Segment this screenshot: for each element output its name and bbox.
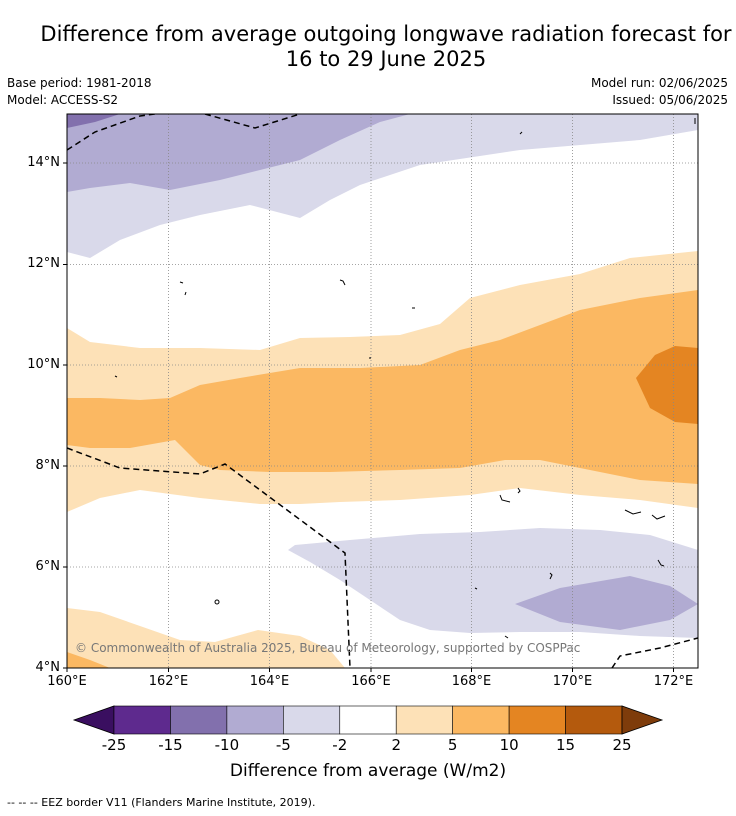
colorbar-segment: [339, 705, 397, 735]
colorbar-segment: [452, 705, 510, 735]
lon-label-164e: 164°E: [249, 674, 290, 689]
lat-label-4n: 4°N: [35, 660, 61, 675]
lat-label-10n: 10°N: [27, 357, 60, 372]
colorbar-tick-label: 2: [391, 736, 401, 754]
lat-label-6n: 6°N: [35, 559, 61, 574]
lat-label-8n: 8°N: [35, 458, 61, 473]
colorbar-tick-label: -25: [101, 736, 127, 754]
lon-label-166e: 166°E: [351, 674, 391, 689]
contour-top-dark-purple: [67, 114, 120, 128]
chart-title: Difference from average outgoing longwav…: [0, 22, 736, 72]
title-line-1: Difference from average outgoing longwav…: [40, 22, 732, 46]
copyright-text: © Commonwealth of Australia 2025, Bureau…: [75, 641, 581, 655]
colorbar-tick-label: -5: [275, 736, 291, 754]
map-gridlines: [67, 114, 698, 668]
colorbar-tick-label: -2: [332, 736, 348, 754]
contour-band-5to10: [67, 290, 698, 484]
colorbar-under-arrow: [72, 705, 115, 735]
map-frame: [66, 113, 699, 669]
lat-label-14n: 14°N: [27, 155, 60, 170]
colorbar-segment: [508, 705, 566, 735]
lon-label-168e: 168°E: [451, 674, 492, 689]
islands: [114, 118, 696, 639]
colorbar-segment: [113, 705, 171, 735]
lat-label-12n: 12°N: [27, 256, 60, 271]
contour-top-mid-purple: [67, 114, 410, 192]
lon-label-160e: 160°E: [47, 674, 87, 689]
axis-ticks: [63, 162, 674, 672]
model-text: Model: ACCESS-S2: [7, 93, 119, 107]
colorbar-over-arrow: [621, 705, 664, 735]
issued-text: Issued: 05/06/2025: [612, 93, 728, 107]
colorbar-tick-label: 25: [612, 736, 632, 754]
colorbar-segment: [170, 705, 228, 735]
colorbar-tick-label: -10: [214, 736, 240, 754]
contour-bottom-mid-purple: [515, 576, 698, 630]
lon-label-172e: 172°E: [653, 674, 694, 689]
title-line-2: 16 to 29 June 2025: [285, 47, 487, 71]
colorbar: [72, 705, 664, 735]
meta-right: Model run: 02/06/2025 Issued: 05/06/2025: [591, 75, 728, 109]
colorbar-tick-label: 15: [556, 736, 576, 754]
lon-label-170e: 170°E: [552, 674, 593, 689]
colorbar-segment: [565, 705, 623, 735]
colorbar-segment: [283, 705, 341, 735]
eez-footer-note: -- -- -- EEZ border V11 (Flanders Marine…: [7, 796, 316, 809]
colorbar-segment: [395, 705, 453, 735]
contour-bottomleft-2to5: [67, 608, 345, 668]
meta-left: Base period: 1981-2018 Model: ACCESS-S2: [7, 75, 152, 109]
base-period-text: Base period: 1981-2018: [7, 76, 152, 90]
map-contours: [67, 114, 698, 668]
colorbar-segment: [226, 705, 284, 735]
eez-borders: [67, 114, 698, 668]
colorbar-tick-label: 10: [499, 736, 519, 754]
colorbar-label: Difference from average (W/m2): [229, 761, 507, 781]
model-run-text: Model run: 02/06/2025: [590, 76, 728, 90]
colorbar-tick-label: 5: [447, 736, 458, 754]
colorbar-tick-label: -15: [158, 736, 183, 754]
contour-bottomleft-5to10: [67, 652, 110, 668]
lon-label-162e: 162°E: [148, 674, 189, 689]
contour-band-10to15: [636, 346, 698, 424]
